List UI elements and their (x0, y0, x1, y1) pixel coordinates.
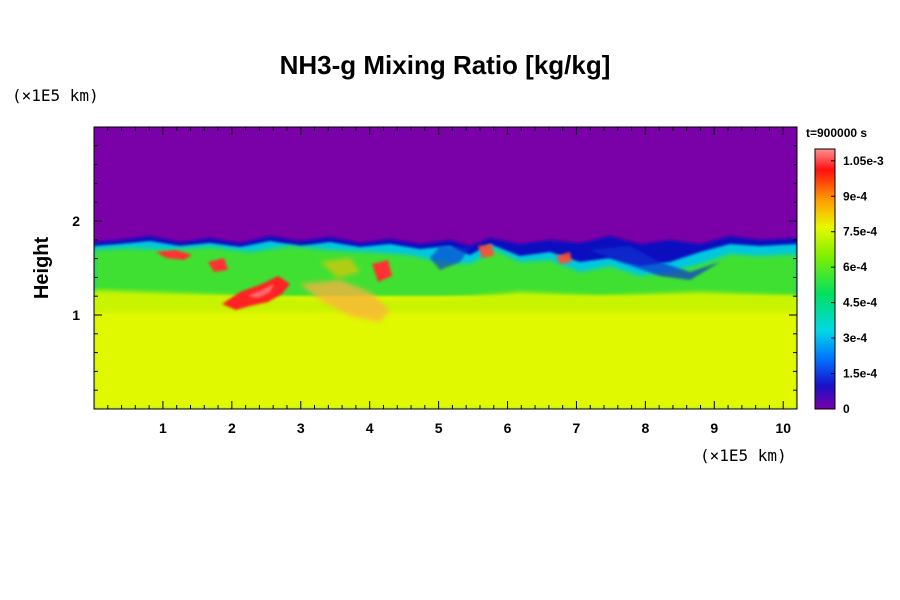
x-tick-label: 3 (297, 420, 305, 436)
x-tick-label: 1 (159, 420, 167, 436)
heatmap-field (94, 127, 797, 409)
colorbar-tick-label: 1.05e-3 (843, 154, 884, 168)
red-filament-f (478, 244, 494, 258)
colorbar-tick-label: 3e-4 (843, 331, 867, 345)
orange-plume (300, 280, 390, 322)
colorbar-tick-label: 4.5e-4 (843, 296, 877, 310)
x-tick-label: 8 (641, 420, 649, 436)
y-tick-label: 1 (72, 307, 80, 323)
x-tick-label: 5 (435, 420, 443, 436)
y-tick-label: 2 (72, 213, 80, 229)
x-tick-label: 4 (366, 420, 374, 436)
red-filament-b (248, 284, 274, 298)
colorbar-tick-label: 9e-4 (843, 189, 867, 203)
red-filament-e (372, 260, 392, 282)
blue-streak-right (590, 246, 720, 280)
red-filament-g (556, 252, 572, 264)
y-axis-label: Height (31, 237, 53, 300)
x-ticks: 1 2 3 4 5 6 7 8 9 10 (107, 127, 798, 436)
transition-band (94, 290, 797, 312)
blue-streak-mid (430, 246, 470, 270)
colorbar (814, 148, 836, 410)
plot-frame (93, 126, 798, 410)
colorbar-tick-label: 7.5e-4 (843, 225, 877, 239)
lower-layer (94, 296, 797, 409)
x-tick-label: 2 (228, 420, 236, 436)
y-ticks: 12 (72, 145, 797, 391)
colorbar-ticks: 0 1.5e-4 3e-4 4.5e-4 6e-4 7.5e-4 9e-4 1.05e-3 (831, 154, 884, 416)
colorbar-tick-label: 1.5e-4 (843, 367, 877, 381)
chart-title: NH3-g Mixing Ratio [kg/kg] (280, 50, 611, 80)
x-unit-label: (×1E5 km) (700, 446, 787, 465)
x-tick-label: 6 (504, 420, 512, 436)
x-tick-label: 9 (710, 420, 718, 436)
x-tick-label: 7 (573, 420, 581, 436)
orange-patch (320, 258, 360, 278)
time-label: t=900000 s (806, 126, 867, 140)
colorbar-tick-label: 0 (843, 402, 850, 416)
x-tick-label: 10 (775, 420, 791, 436)
colorbar-tick-label: 6e-4 (843, 260, 867, 274)
red-filament-c (156, 250, 192, 260)
red-filament-d (208, 258, 228, 272)
y-unit-label: (×1E5 km) (12, 86, 99, 105)
